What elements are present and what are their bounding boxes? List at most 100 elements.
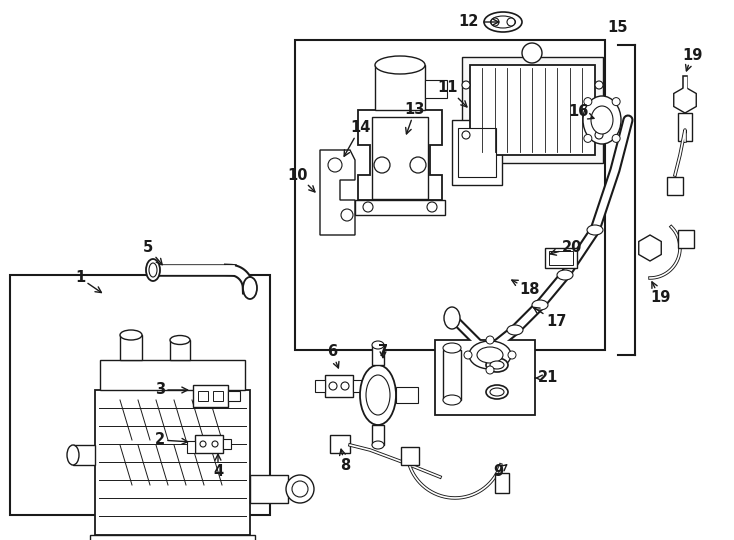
- Circle shape: [462, 131, 470, 139]
- Bar: [443, 350, 461, 400]
- Circle shape: [374, 157, 390, 173]
- Bar: [198, 391, 208, 401]
- Text: 3: 3: [155, 382, 188, 397]
- Circle shape: [212, 441, 218, 447]
- Ellipse shape: [486, 358, 508, 372]
- Bar: [315, 380, 325, 392]
- Text: 20: 20: [550, 240, 582, 255]
- Circle shape: [584, 98, 592, 106]
- Ellipse shape: [366, 375, 390, 415]
- Bar: [667, 177, 683, 195]
- Bar: [223, 439, 231, 449]
- Bar: [372, 345, 384, 365]
- Ellipse shape: [443, 395, 461, 405]
- Text: 21: 21: [535, 370, 558, 386]
- Ellipse shape: [490, 361, 504, 369]
- Ellipse shape: [372, 441, 384, 449]
- Bar: [330, 435, 350, 453]
- Bar: [462, 57, 603, 163]
- Ellipse shape: [286, 475, 314, 503]
- Ellipse shape: [490, 388, 504, 396]
- Text: 8: 8: [340, 449, 350, 472]
- Bar: [375, 65, 425, 110]
- Bar: [250, 475, 288, 503]
- Bar: [470, 65, 595, 155]
- Polygon shape: [674, 87, 697, 113]
- Ellipse shape: [372, 341, 384, 349]
- Bar: [452, 120, 502, 185]
- Ellipse shape: [507, 325, 523, 335]
- Bar: [73, 445, 95, 465]
- Circle shape: [612, 134, 620, 143]
- Circle shape: [427, 202, 437, 212]
- Text: 1: 1: [75, 271, 101, 293]
- Bar: [213, 391, 223, 401]
- Bar: [355, 200, 445, 215]
- Text: 4: 4: [213, 454, 223, 480]
- Text: 16: 16: [568, 105, 594, 119]
- Bar: [95, 390, 250, 535]
- Ellipse shape: [557, 270, 573, 280]
- Circle shape: [522, 43, 542, 63]
- Circle shape: [595, 131, 603, 139]
- Ellipse shape: [67, 445, 79, 465]
- Ellipse shape: [486, 385, 508, 399]
- Text: 7: 7: [378, 345, 388, 360]
- Text: 14: 14: [344, 120, 370, 156]
- Bar: [193, 385, 228, 407]
- Ellipse shape: [532, 300, 548, 310]
- Bar: [187, 441, 195, 453]
- Bar: [325, 375, 353, 397]
- Bar: [495, 473, 509, 493]
- Circle shape: [329, 382, 337, 390]
- Bar: [372, 425, 384, 445]
- Circle shape: [328, 158, 342, 172]
- Ellipse shape: [469, 341, 511, 369]
- Bar: [425, 80, 447, 98]
- Circle shape: [486, 366, 494, 374]
- Circle shape: [584, 134, 592, 143]
- Circle shape: [464, 351, 472, 359]
- Bar: [100, 360, 245, 390]
- Bar: [549, 251, 573, 265]
- Circle shape: [363, 202, 373, 212]
- Text: 11: 11: [437, 80, 467, 107]
- Polygon shape: [320, 150, 355, 235]
- Ellipse shape: [490, 16, 515, 28]
- Text: 9: 9: [493, 464, 506, 480]
- Ellipse shape: [170, 335, 190, 345]
- Text: 6: 6: [327, 345, 339, 368]
- Text: 13: 13: [405, 103, 425, 134]
- Text: 12: 12: [458, 15, 498, 30]
- Bar: [353, 380, 363, 392]
- Circle shape: [486, 336, 494, 344]
- Polygon shape: [358, 110, 442, 200]
- Bar: [372, 117, 428, 199]
- Bar: [372, 117, 428, 199]
- Text: 18: 18: [512, 280, 540, 298]
- Circle shape: [410, 157, 426, 173]
- Text: 19: 19: [682, 48, 702, 71]
- Circle shape: [508, 351, 516, 359]
- Bar: [435, 340, 535, 415]
- Circle shape: [341, 382, 349, 390]
- Bar: [458, 128, 496, 177]
- Bar: [195, 435, 223, 453]
- Ellipse shape: [375, 56, 425, 74]
- Bar: [401, 447, 419, 465]
- Bar: [170, 340, 190, 360]
- Circle shape: [595, 81, 603, 89]
- Circle shape: [507, 18, 515, 26]
- Text: 17: 17: [534, 307, 566, 329]
- Ellipse shape: [477, 347, 503, 363]
- Polygon shape: [639, 235, 661, 261]
- Text: 10: 10: [288, 167, 315, 192]
- Bar: [90, 535, 255, 540]
- Ellipse shape: [583, 96, 621, 144]
- Text: 2: 2: [155, 433, 188, 448]
- Bar: [396, 387, 418, 403]
- Circle shape: [200, 441, 206, 447]
- Bar: [228, 391, 240, 401]
- Ellipse shape: [360, 365, 396, 425]
- Ellipse shape: [591, 106, 613, 134]
